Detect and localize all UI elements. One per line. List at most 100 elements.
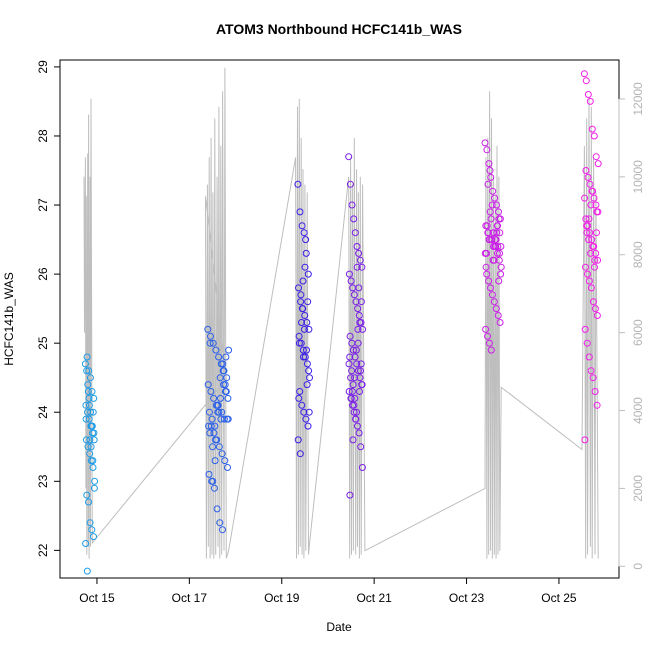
data-point [582,167,590,174]
data-point [82,401,90,409]
data-point [589,243,597,250]
data-point [357,367,364,375]
data-point [581,194,589,202]
data-point [221,457,229,465]
data-point [303,319,311,326]
data-point [585,215,593,223]
data-point [581,436,589,444]
data-point [346,353,354,361]
data-point [592,249,600,257]
data-point [300,325,308,333]
data-point [211,422,219,430]
data-point [349,346,357,354]
data-point [484,332,491,340]
data-point [209,443,216,451]
data-point [85,498,92,506]
data-point [354,305,362,313]
data-point [355,312,363,319]
data-point [299,277,307,285]
data-point [219,367,227,375]
data-point [357,360,365,368]
series-5 [481,139,505,354]
data-point [483,270,491,278]
data-point [302,249,310,257]
data-point [351,374,359,382]
x-tick-label: Oct 25 [541,591,577,605]
data-point [594,256,602,264]
data-point [593,229,600,237]
data-point [589,298,597,306]
data-point [218,408,226,416]
data-point [345,153,353,161]
data-point [482,263,490,271]
data-point [358,381,366,389]
secondary-tick-label: 8000 [631,241,645,268]
data-point [350,215,358,223]
data-point [348,367,356,375]
data-point [91,477,99,485]
data-point [593,312,601,319]
data-point [350,401,358,409]
data-point [87,443,95,451]
data-point [222,353,230,361]
data-point [493,249,501,257]
data-point [588,125,596,133]
data-point [297,291,305,299]
data-point [305,325,313,333]
data-point [346,180,354,188]
data-point [350,291,358,299]
x-tick-label: Oct 23 [449,591,485,605]
x-tick-label: Oct 21 [356,591,392,605]
y-axis-label: HCFC141b_WAS [2,272,16,366]
data-point [586,180,594,188]
data-point [207,422,215,430]
data-point [302,236,310,244]
data-point [217,415,225,423]
data-point [86,436,94,444]
data-point [90,394,98,402]
data-point [353,263,361,271]
data-point [89,464,97,471]
data-point [358,263,366,271]
data-point [349,381,357,389]
data-point [352,346,360,354]
data-point [593,208,601,216]
data-point [300,353,307,361]
data-point [216,519,224,527]
data-point [353,408,360,416]
y-tick-label: 29 [36,60,50,74]
data-points [81,70,602,575]
data-point [356,388,363,395]
data-point [359,325,367,333]
y-tick-label: 22 [36,543,50,557]
data-point [354,325,362,333]
data-point [305,408,313,416]
data-point [492,305,500,313]
data-point [210,394,218,402]
data-point [355,284,363,292]
data-point [208,415,216,423]
y-tick-label: 24 [36,405,50,419]
data-point [584,91,592,98]
data-point [215,353,223,361]
data-point [207,388,215,395]
data-point [225,346,233,354]
data-point [582,77,590,85]
data-point [356,256,364,264]
data-point [218,450,226,458]
data-point [492,236,500,244]
data-point [86,519,94,527]
plot-frame [59,59,620,579]
data-point [347,394,355,402]
data-point [497,270,505,278]
chart-title: ATOM3 Northbound HCFC141b_WAS [216,21,462,37]
data-point [494,222,502,230]
data-point [294,180,302,188]
data-point [295,332,303,340]
data-point [211,457,219,465]
data-point [298,305,306,313]
data-point [209,339,217,347]
data-point [90,429,98,437]
data-point [348,201,356,209]
data-point [354,339,362,347]
